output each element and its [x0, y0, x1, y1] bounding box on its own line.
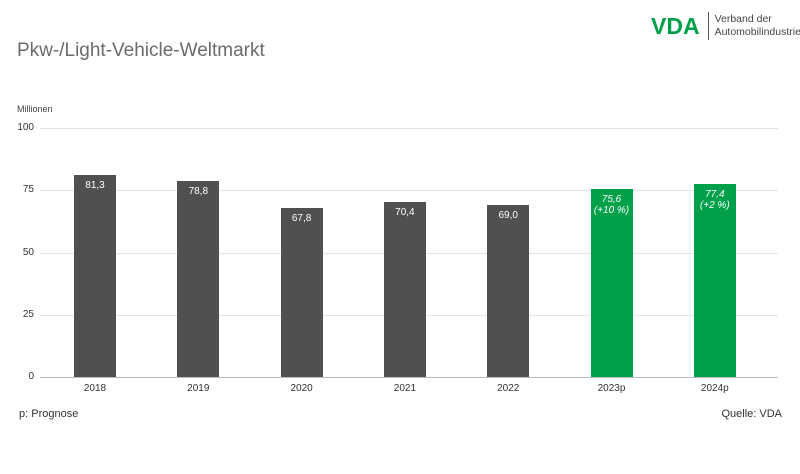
y-tick-label: 50 — [22, 246, 34, 258]
x-tick-label: 2022 — [497, 383, 520, 394]
x-tick-label: 2018 — [83, 383, 107, 394]
x-tick-label: 2024p — [700, 383, 729, 394]
source-note: Quelle: VDA — [721, 408, 782, 420]
x-tick-label: 2023p — [597, 383, 626, 394]
x-tick-label: 2019 — [187, 383, 210, 394]
bar-value-label: 81,3 — [85, 179, 105, 191]
footnote: p: Prognose — [19, 408, 79, 420]
bar-2021 — [383, 201, 426, 377]
y-tick-label: 0 — [28, 371, 34, 382]
logo-divider — [707, 12, 709, 40]
bar-2019 — [177, 180, 220, 377]
x-tick-label: 2020 — [290, 383, 313, 394]
bar-2020 — [280, 208, 323, 377]
y-tick-label: 75 — [22, 184, 34, 196]
bar-value-label: 75,6 (+10 %) — [593, 193, 630, 216]
bar-value-label: 67,8 — [291, 213, 312, 225]
bar-2024p — [693, 184, 736, 377]
bar-value-label: 70,4 — [395, 206, 415, 218]
bar-value-label: 69,0 — [498, 210, 518, 222]
logo-mark: VDA — [651, 12, 700, 39]
bar-value-label: 78,8 — [188, 185, 209, 197]
gridline — [40, 190, 778, 192]
gridline — [40, 128, 778, 129]
x-axis-line — [40, 377, 778, 378]
bar-value-label: 77,4 (+2 %) — [699, 189, 730, 212]
bar-2023p — [590, 188, 633, 377]
chart-title: Pkw-/Light-Vehicle-Weltmarkt — [17, 40, 265, 61]
y-tick-label: 25 — [22, 308, 34, 320]
logo-text: Verband der Automobilindustrie — [714, 13, 800, 38]
x-tick-label: 2021 — [393, 383, 417, 394]
bar-2022 — [487, 205, 530, 377]
vda-logo: VDA Verband der Automobilindustrie — [651, 12, 800, 40]
y-axis-label: Millionen — [17, 104, 53, 114]
bar-2018 — [74, 174, 116, 377]
y-tick-label: 100 — [17, 122, 34, 133]
